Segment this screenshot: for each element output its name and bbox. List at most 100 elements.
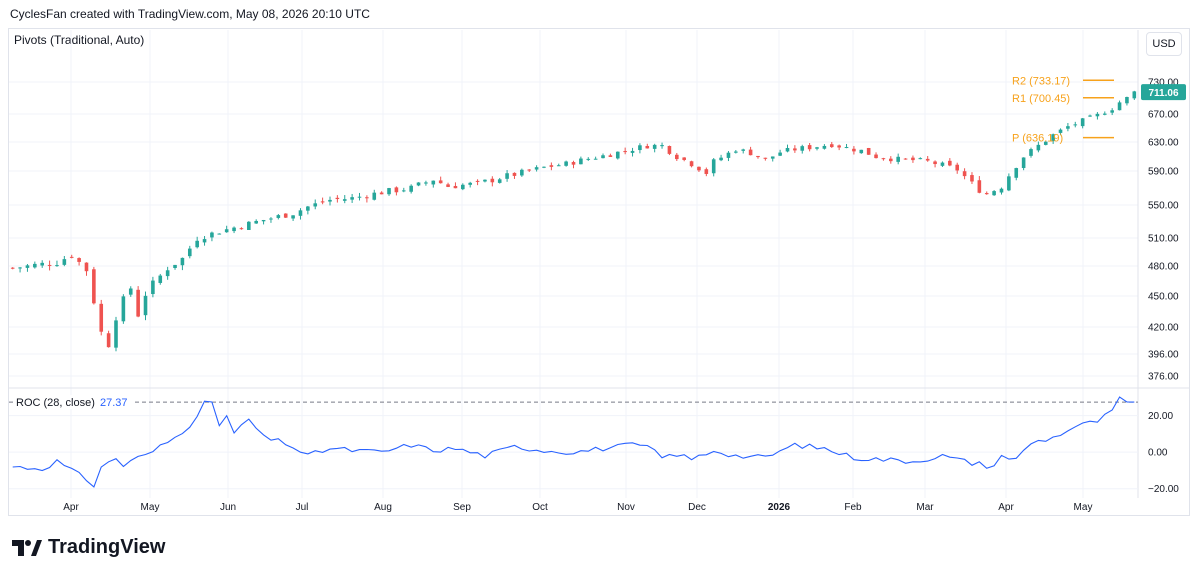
candle-body: [18, 267, 22, 269]
candle-body: [918, 158, 923, 160]
roc-label: ROC (28, close): [16, 397, 95, 409]
price-pane: [10, 90, 1137, 352]
candle-body: [1073, 124, 1078, 126]
candle-body: [933, 161, 937, 165]
candle-body: [77, 258, 81, 262]
x-tick-label: Oct: [532, 502, 548, 513]
candle-body: [697, 166, 701, 171]
candle-body: [711, 159, 716, 174]
chart-frame: [8, 28, 1190, 516]
candle-body: [822, 145, 827, 149]
candle-body: [512, 172, 517, 176]
candle-body: [328, 199, 332, 202]
pivot-label: P (636.19): [1012, 133, 1063, 145]
footer-brand-text: TradingView: [48, 536, 166, 558]
candle-body: [106, 333, 111, 348]
candle-body: [984, 193, 989, 195]
candle-body: [962, 171, 967, 177]
candle-body: [99, 303, 104, 332]
candle-body: [977, 180, 982, 193]
candle-body: [778, 152, 782, 156]
candle-body: [497, 179, 502, 183]
candle-body: [520, 169, 524, 176]
candle-body: [601, 155, 605, 159]
currency-button[interactable]: USD: [1146, 32, 1182, 56]
candle-body: [542, 166, 546, 168]
candle-body: [586, 158, 591, 160]
pivot-label: R2 (733.17): [1012, 75, 1070, 87]
x-tick-label: 2026: [768, 502, 791, 513]
candle-body: [342, 199, 347, 201]
candle-body: [734, 151, 738, 153]
candle-body: [453, 185, 458, 189]
candle-body: [269, 218, 273, 220]
tradingview-logo-icon: [12, 539, 42, 556]
roc-label-bg: [13, 395, 133, 410]
pivot-label: R1 (700.45): [1012, 93, 1070, 105]
price-tick-label: 376.00: [1148, 372, 1179, 383]
candle-body: [549, 165, 554, 167]
candle-body: [394, 187, 399, 193]
candle-body: [852, 148, 856, 152]
candle-body: [128, 288, 133, 295]
candle-body: [180, 257, 185, 266]
candle-body: [874, 154, 878, 159]
candle-body: [623, 151, 627, 153]
candle-body: [239, 228, 244, 230]
candle-body: [682, 157, 686, 160]
candle-body: [800, 146, 805, 151]
candle-body: [217, 233, 222, 235]
candle-body: [1058, 129, 1063, 133]
price-tick-label: 420.00: [1148, 323, 1179, 334]
candle-body: [534, 167, 539, 170]
candle-body: [992, 191, 996, 196]
candle-body: [379, 192, 384, 195]
pivot-layer: R2 (733.17) R1 (700.45) P (636.19): [1012, 75, 1114, 145]
last-price-label: 711.06: [1148, 88, 1178, 99]
candle-body: [889, 158, 893, 162]
candle-body: [505, 173, 509, 179]
candle-body: [1029, 149, 1033, 156]
candle-body: [173, 264, 177, 268]
candle-body: [1125, 97, 1129, 104]
candle-body: [33, 263, 37, 268]
candle-body: [232, 227, 236, 232]
candle-body: [114, 320, 118, 348]
candle-body: [306, 206, 310, 211]
x-tick-label: Dec: [688, 502, 706, 513]
x-tick-label: Sep: [453, 502, 471, 513]
candle-body: [401, 190, 406, 192]
candle-body: [468, 182, 472, 185]
price-tick-label: 670.00: [1148, 110, 1179, 121]
candle-body: [940, 162, 945, 166]
candle-body: [335, 197, 340, 200]
candle-body: [1088, 115, 1092, 117]
candle-body: [756, 155, 760, 158]
candle-body: [1014, 168, 1019, 178]
candle-body: [409, 185, 413, 192]
x-tick-label: Feb: [844, 502, 862, 513]
candle-body: [955, 164, 960, 171]
candle-body: [1080, 118, 1085, 127]
candle-body: [424, 182, 428, 184]
candle-body: [1007, 176, 1011, 191]
candle-body: [10, 267, 15, 269]
candle-body: [896, 156, 900, 162]
candle-body: [490, 178, 495, 183]
roc-last-value: 27.37: [100, 397, 128, 409]
candle-body: [254, 220, 258, 224]
candle-body: [475, 180, 480, 182]
candle-body: [704, 169, 709, 174]
roc-tick-label: 0.00: [1148, 448, 1168, 459]
candle-body: [62, 259, 67, 265]
candle-body: [630, 150, 635, 153]
candle-body: [365, 197, 369, 199]
candle-body: [652, 144, 657, 149]
x-tick-label: Jun: [220, 502, 236, 513]
candle-body: [719, 157, 723, 161]
candle-body: [1043, 141, 1048, 145]
x-tick-label: Mar: [916, 502, 934, 513]
candle-body: [187, 248, 192, 257]
candle-body: [763, 157, 768, 159]
footer-brand[interactable]: TradingView: [12, 536, 165, 559]
